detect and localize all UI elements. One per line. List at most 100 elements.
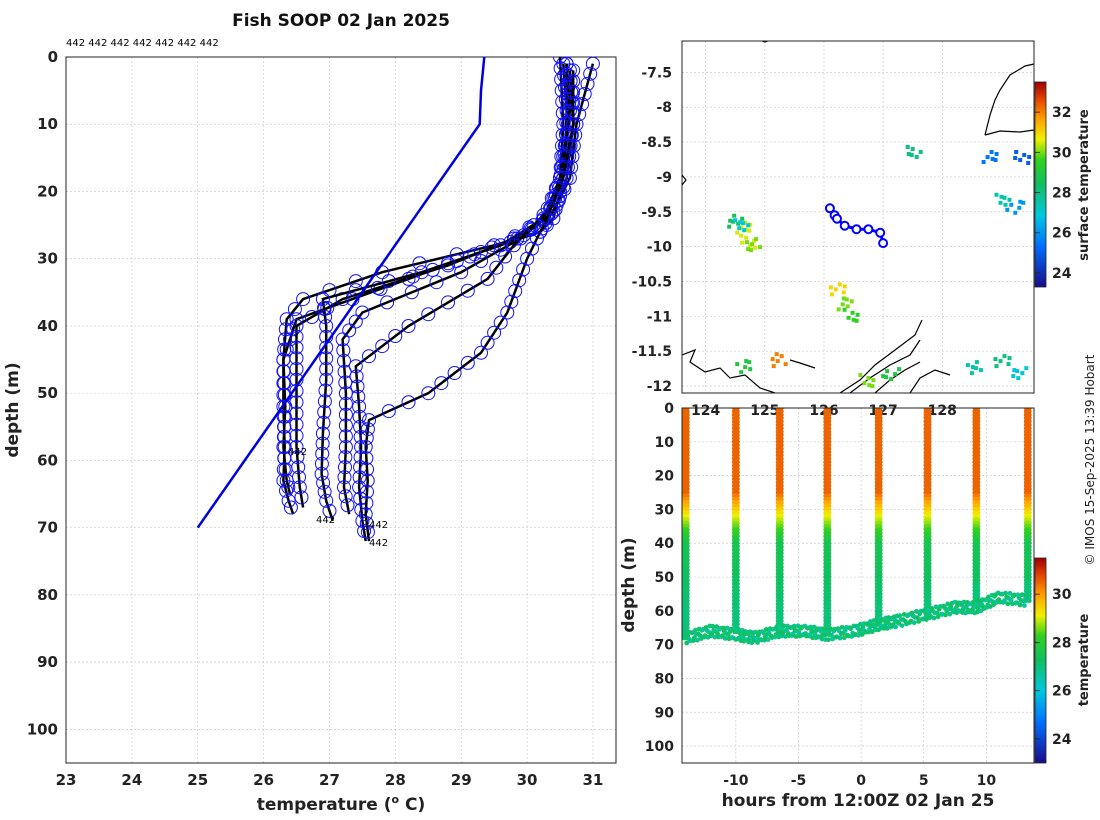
section-dot — [684, 571, 690, 577]
map-sst-cell — [978, 368, 983, 373]
section-dot — [829, 632, 834, 638]
section-dot — [735, 578, 740, 583]
profile-point — [281, 493, 296, 508]
section-dot — [975, 473, 981, 478]
section-dot — [826, 584, 832, 590]
profile-x-tick-label: 30 — [517, 771, 538, 789]
section-dot — [778, 584, 784, 590]
section-dot — [926, 544, 932, 549]
map-y-tick-label: -11 — [647, 309, 672, 325]
map-sst-cell — [989, 150, 994, 154]
section-dot — [926, 540, 932, 546]
section-dot — [684, 459, 690, 465]
section-dot — [778, 567, 784, 573]
section-dot — [926, 601, 932, 607]
section-dot — [735, 436, 740, 441]
section-dot — [975, 594, 981, 600]
section-dot — [778, 578, 784, 583]
section-dot — [926, 557, 932, 563]
section-dot — [826, 500, 832, 506]
section-dot — [826, 523, 832, 529]
section-dot — [978, 608, 984, 614]
section-dot — [735, 540, 740, 546]
map-sst-cell — [999, 194, 1004, 199]
section-dot — [684, 473, 690, 478]
section-dot — [975, 439, 981, 445]
profile-point — [583, 66, 598, 81]
section-dot — [877, 527, 883, 533]
profile-point — [290, 450, 305, 465]
section-dot — [975, 527, 981, 533]
profile-point — [358, 507, 373, 522]
section-dot — [1002, 598, 1007, 603]
profile-point — [289, 417, 304, 432]
section-dot — [1026, 547, 1032, 553]
section-dot — [826, 456, 832, 462]
section-dot — [684, 439, 690, 445]
map-sst-cell — [985, 155, 990, 159]
section-dot — [1026, 422, 1032, 428]
section-dot — [926, 449, 932, 455]
map-sst-cell — [1020, 371, 1025, 376]
map-sst-cell — [1003, 202, 1008, 207]
section-dot — [877, 517, 883, 522]
profile-point — [552, 181, 567, 196]
section-dot — [826, 510, 832, 516]
section-dot — [826, 415, 832, 421]
profile-point — [362, 349, 376, 364]
section-dot — [877, 476, 883, 482]
profile-point — [338, 429, 353, 444]
section-dot — [975, 490, 981, 495]
map-sst-cell — [1005, 207, 1010, 212]
section-dot — [735, 567, 740, 573]
section-dot — [1026, 534, 1032, 539]
section-dot — [848, 626, 853, 632]
section-dot — [778, 432, 784, 438]
section-xlabel: hours from 12:00Z 02 Jan 25 — [722, 791, 995, 811]
section-dot — [778, 608, 784, 614]
section-dot — [778, 517, 784, 522]
section-dot — [975, 551, 981, 556]
section-dot — [1026, 483, 1032, 489]
section-dot — [975, 534, 981, 539]
section-dot — [735, 534, 740, 539]
section-dot — [735, 598, 740, 604]
map-sst-cell — [748, 367, 753, 372]
section-dot — [1026, 439, 1032, 445]
map-sst-cell — [1014, 150, 1019, 154]
profile-point — [388, 329, 403, 343]
map-sst-cell — [737, 226, 742, 231]
map-x-tick-label: 124 — [691, 403, 720, 419]
map-sst-cell — [779, 354, 784, 359]
profile-point — [316, 475, 331, 490]
section-dot — [685, 633, 691, 639]
section-dot — [1026, 415, 1032, 421]
section-dot — [1026, 520, 1032, 526]
section-dot — [790, 631, 796, 636]
profile-point — [335, 332, 350, 347]
section-dot — [684, 561, 690, 566]
section-dot — [735, 605, 740, 610]
section-dot — [926, 561, 932, 566]
map-x-tick-label: 128 — [928, 403, 957, 419]
map-sst-cell — [735, 230, 740, 235]
section-dot — [755, 640, 760, 645]
section-dot — [826, 517, 832, 522]
section-dot — [778, 571, 784, 577]
section-dot — [926, 480, 932, 485]
profile-point — [289, 428, 304, 443]
section-dot — [684, 463, 690, 468]
section-dot — [1012, 592, 1017, 598]
section-dot — [1026, 584, 1032, 590]
profile-point — [314, 466, 329, 481]
profile-y-tick-label: 60 — [37, 451, 58, 469]
map-sst-cell — [1012, 368, 1017, 373]
profile-point — [434, 376, 449, 391]
section-dot — [975, 480, 981, 485]
profile-point — [566, 138, 581, 153]
section-dot — [684, 523, 690, 529]
section-dot — [826, 567, 832, 573]
section-dot — [684, 419, 690, 424]
map-colorbar — [1034, 81, 1047, 288]
section-dot — [926, 537, 932, 543]
